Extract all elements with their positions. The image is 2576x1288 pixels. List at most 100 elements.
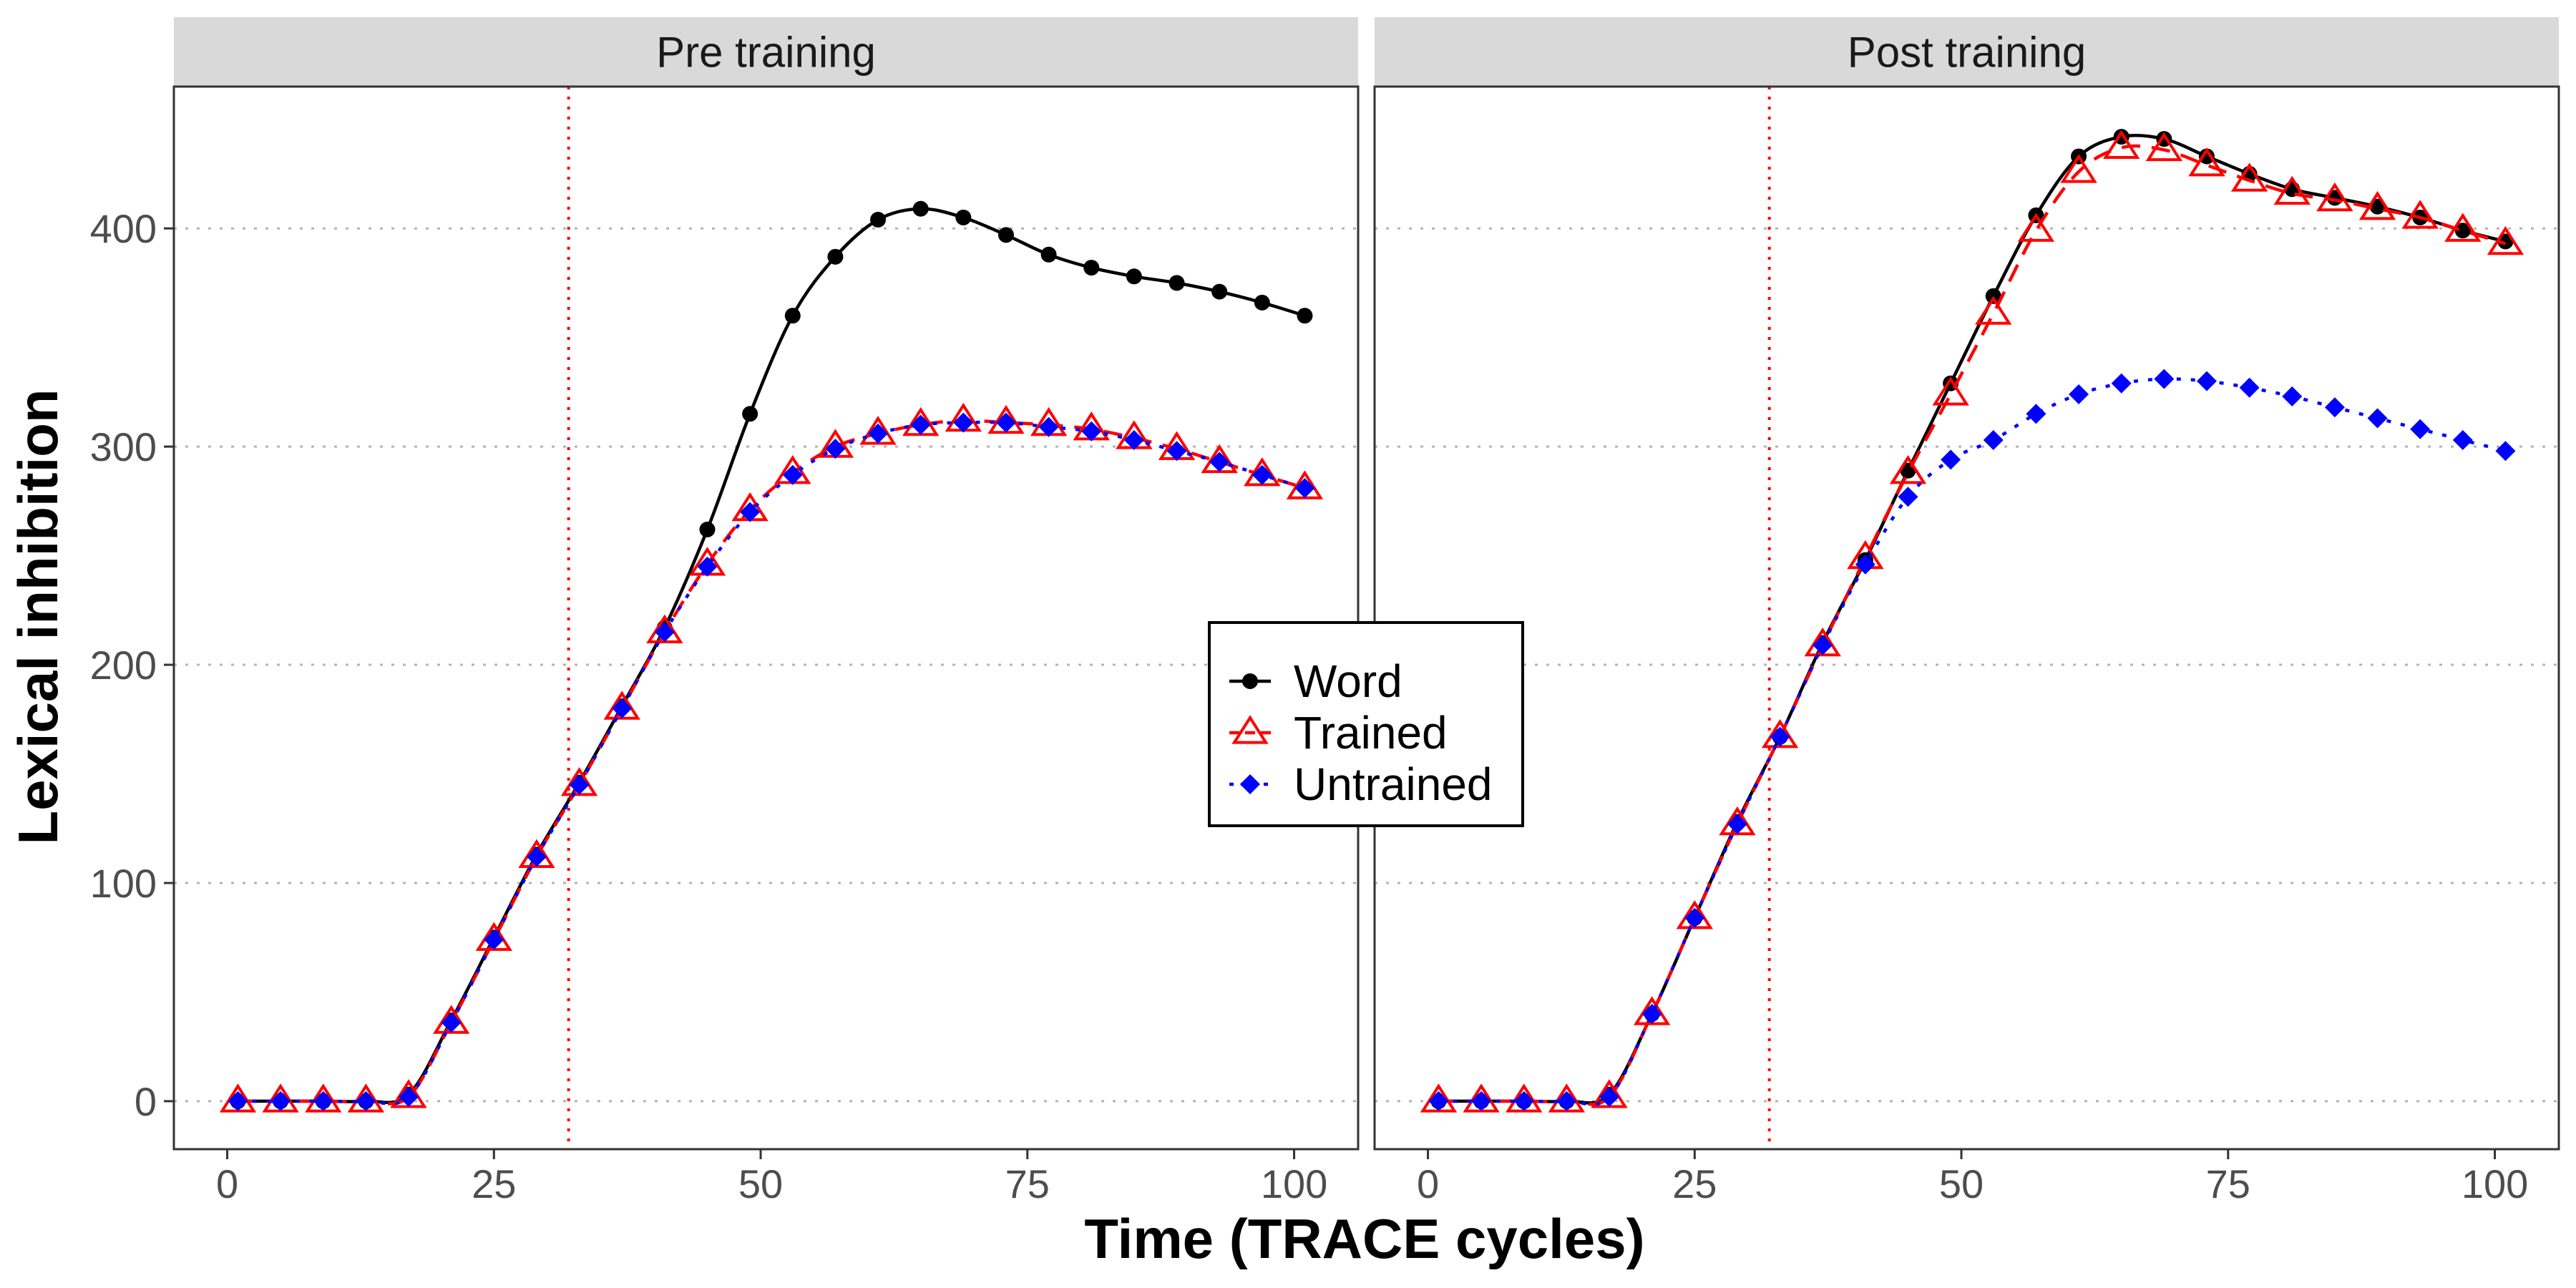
legend-item-trained: Trained	[1229, 707, 1448, 758]
data-point	[2454, 223, 2471, 239]
axis-titles: Time (TRACE cycles) Lexical inhibition	[6, 389, 1645, 1270]
data-point	[2026, 404, 2046, 424]
x-tick-label: 0	[216, 1161, 238, 1206]
data-point	[1813, 635, 1833, 655]
data-point	[870, 212, 887, 228]
legend-marker	[1242, 673, 1258, 689]
series-word	[1430, 129, 2514, 1109]
data-point	[1855, 554, 1875, 575]
series-line	[1438, 377, 2507, 1106]
facet-title: Post training	[1848, 29, 2087, 77]
y-tick-label: 400	[90, 206, 157, 251]
data-point	[1166, 441, 1187, 462]
data-point	[1254, 294, 1270, 311]
data-point	[2060, 154, 2097, 183]
series-untrained	[228, 412, 1315, 1111]
data-point	[2154, 369, 2175, 389]
x-tick-label: 100	[2462, 1161, 2528, 1206]
data-point	[910, 414, 931, 435]
data-point	[955, 209, 972, 225]
y-tick-label: 0	[135, 1079, 157, 1124]
data-point	[2497, 233, 2514, 250]
legend-box	[1208, 621, 1524, 827]
y-tick-label: 200	[90, 643, 157, 688]
data-point	[2444, 213, 2482, 242]
series-line	[1438, 133, 2507, 1105]
facet-title: Pre training	[656, 29, 876, 77]
y-tick-label: 300	[90, 424, 157, 469]
series-untrained	[1428, 369, 2516, 1111]
data-point	[1513, 1091, 1534, 1111]
data-point	[2367, 408, 2388, 429]
data-point	[1983, 429, 2004, 450]
data-point	[2069, 384, 2089, 404]
legend-marker	[1240, 774, 1260, 794]
data-point	[1083, 260, 1100, 276]
data-point	[825, 439, 846, 459]
data-point	[742, 406, 758, 422]
data-point	[2273, 175, 2311, 205]
data-point	[2017, 213, 2055, 242]
data-point	[399, 1086, 419, 1107]
data-point	[2111, 373, 2132, 394]
data-point	[2145, 132, 2183, 162]
legend-marker	[1231, 715, 1269, 744]
data-point	[1932, 376, 1969, 406]
data-point	[2316, 182, 2353, 212]
x-tick-label: 75	[1005, 1161, 1050, 1206]
data-point	[1038, 416, 1059, 437]
data-point	[1975, 296, 2012, 325]
data-point	[1211, 283, 1228, 300]
facet-panels: Pre training 0 25 50 75 100 0 100 200 300 400 Post …	[90, 17, 2560, 1206]
panel-border	[1373, 85, 2560, 1151]
data-point	[313, 1091, 333, 1111]
data-point	[612, 698, 633, 719]
data-point	[270, 1091, 291, 1111]
data-point	[1297, 308, 1313, 324]
data-point	[2495, 441, 2516, 462]
legend-item-untrained: Untrained	[1229, 758, 1493, 810]
data-point	[697, 556, 718, 577]
data-point	[1081, 421, 1102, 441]
series-line	[238, 207, 1306, 1105]
data-point	[1641, 1003, 1662, 1024]
data-point	[569, 774, 590, 795]
data-point	[654, 622, 675, 643]
data-point	[526, 847, 547, 867]
panel-pre-training: Pre training 0 25 50 75 100 0 100 200 300 400	[90, 17, 1360, 1206]
data-point	[2452, 429, 2473, 450]
y-tick-label: 100	[90, 861, 157, 906]
facet-strip	[1375, 17, 2559, 87]
series-line	[238, 420, 1306, 1106]
data-point	[2487, 225, 2524, 255]
data-point	[1599, 1086, 1620, 1107]
data-point	[1684, 907, 1705, 928]
data-point	[1898, 487, 1918, 507]
data-point	[1941, 449, 1961, 470]
data-point	[2358, 191, 2396, 220]
x-tick-label: 50	[1939, 1161, 1984, 1206]
data-point	[782, 464, 803, 485]
x-axis-title: Time (TRACE cycles)	[1084, 1207, 1644, 1270]
series-trained	[1420, 130, 2524, 1113]
data-point	[1126, 268, 1142, 285]
data-point	[2198, 148, 2215, 165]
series-word	[230, 200, 1313, 1109]
x-tick-label: 0	[1417, 1161, 1439, 1206]
data-point	[2196, 371, 2217, 391]
data-point	[1294, 478, 1315, 499]
data-point	[997, 227, 1014, 243]
x-tick-label: 50	[738, 1161, 783, 1206]
data-point	[912, 200, 929, 217]
data-point	[356, 1091, 376, 1111]
data-point	[740, 502, 761, 522]
data-point	[995, 412, 1016, 433]
data-point	[2369, 198, 2386, 215]
x-tick-label: 100	[1261, 1161, 1327, 1206]
data-point	[699, 522, 716, 538]
panel-post-training: Post training 0 25 50 75 100	[1373, 17, 2560, 1206]
data-point	[1123, 429, 1144, 450]
series-line	[238, 419, 1306, 1106]
data-point	[1889, 454, 1927, 484]
x-tick-label: 75	[2206, 1161, 2250, 1206]
